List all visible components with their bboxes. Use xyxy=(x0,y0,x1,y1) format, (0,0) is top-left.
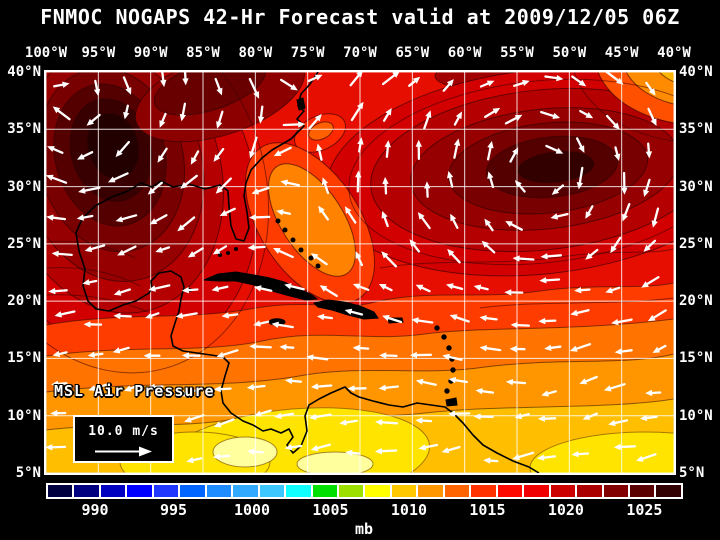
lat-tick-label-left: 30°N xyxy=(7,178,41,195)
contour-lines xyxy=(46,72,674,374)
colorbar-cell xyxy=(127,485,152,497)
lon-tick-label: 50°W xyxy=(552,45,587,61)
wind-speed-label: 10.0 m/s xyxy=(88,424,159,439)
colorbar-cell xyxy=(48,485,73,497)
lat-tick-label-left: 25°N xyxy=(7,235,41,252)
lat-tick-label-right: 10°N xyxy=(679,407,713,424)
colorbar-cell xyxy=(629,485,655,497)
colorbar-cell xyxy=(153,485,179,497)
wind-speed-legend: 10.0 m/s xyxy=(73,415,174,463)
wind-reference-arrow-icon xyxy=(95,446,152,457)
page-title: FNMOC NOGAPS 42-Hr Forecast valid at 200… xyxy=(40,5,680,29)
colorbar-cell xyxy=(444,485,470,497)
lat-tick-label-right: 30°N xyxy=(679,178,713,195)
colorbar-units-label: mb xyxy=(354,520,374,538)
lat-tick-label-right: 35°N xyxy=(679,121,713,138)
colorbar-cell xyxy=(338,485,364,497)
lon-tick-label: 95°W xyxy=(81,45,116,61)
colorbar-tick-label: 1010 xyxy=(390,501,428,519)
colorbar-tick-label: 1015 xyxy=(469,501,506,519)
colorbar-cell xyxy=(74,485,99,497)
colorbar-cell xyxy=(577,485,602,497)
colorbar-cell xyxy=(603,485,628,497)
lon-tick-label: 90°W xyxy=(133,45,168,61)
lon-tick-label: 80°W xyxy=(238,45,273,61)
map-border xyxy=(44,70,676,475)
colorbar-cell xyxy=(206,485,232,497)
colorbar-cell xyxy=(100,485,126,497)
colorbar-cell xyxy=(418,485,443,497)
colorbar-cell xyxy=(497,485,523,497)
colorbar-cell xyxy=(259,485,285,497)
lat-tick-label-right: 25°N xyxy=(679,235,713,252)
colorbar-cell xyxy=(391,485,417,497)
lon-tick-label: 45°W xyxy=(604,45,639,61)
lat-tick-label-left: 5°N xyxy=(15,465,41,481)
colorbar-tick-label: 990 xyxy=(81,501,109,519)
colorbar-cell xyxy=(312,485,337,497)
colorbar-tick-label: 1005 xyxy=(312,501,349,519)
lon-tick-label: 65°W xyxy=(395,45,430,61)
colorbar-tick-label: 1020 xyxy=(547,501,584,519)
colorbar xyxy=(46,483,683,499)
field-label: MSL Air Pressure xyxy=(54,382,215,400)
colorbar-cell xyxy=(180,485,205,497)
colorbar-cell xyxy=(471,485,496,497)
lat-tick-label-right: 40°N xyxy=(679,64,713,80)
lon-tick-label: 70°W xyxy=(343,45,377,61)
colorbar-tick-label: 1025 xyxy=(626,501,663,519)
lat-tick-label-left: 20°N xyxy=(7,293,41,310)
lon-tick-label: 100°W xyxy=(24,45,68,61)
lat-tick-label-left: 10°N xyxy=(7,407,41,424)
lat-tick-label-left: 35°N xyxy=(7,121,41,138)
lat-tick-label-right: 20°N xyxy=(679,293,713,310)
lat-tick-label-right: 15°N xyxy=(679,350,713,367)
lat-tick-label-right: 5°N xyxy=(679,465,705,481)
wind-vectors xyxy=(46,72,667,464)
lat-tick-label-left: 15°N xyxy=(7,350,41,367)
lon-tick-label: 40°W xyxy=(657,45,691,61)
colorbar-tick-label: 995 xyxy=(159,501,188,519)
colorbar-cell xyxy=(286,485,311,497)
colorbar-tick-label: 1000 xyxy=(233,501,271,519)
colorbar-cell xyxy=(233,485,258,497)
colorbar-cell xyxy=(550,485,576,497)
colorbar-cell xyxy=(656,485,681,497)
colorbar-cell xyxy=(365,485,390,497)
lon-tick-label: 75°W xyxy=(290,45,325,61)
lon-tick-label: 60°W xyxy=(447,45,482,61)
lon-tick-label: 85°W xyxy=(186,45,220,61)
lon-tick-label: 55°W xyxy=(500,45,534,61)
colorbar-cell xyxy=(524,485,549,497)
lat-tick-label-left: 40°N xyxy=(7,64,41,80)
